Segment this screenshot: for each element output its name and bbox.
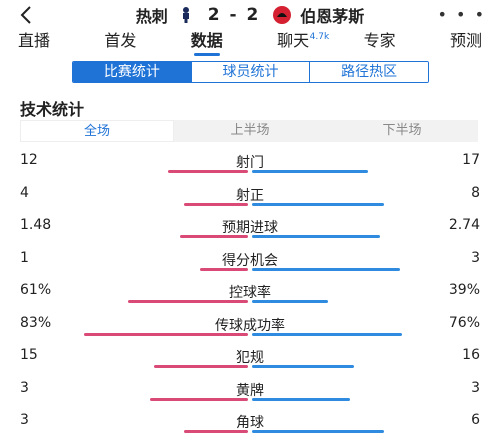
- away-stat-value: 39%: [448, 282, 480, 298]
- away-stat-bar: [252, 365, 354, 368]
- home-stat-bar: [184, 430, 248, 433]
- score: 2 - 2: [208, 5, 261, 25]
- nav-tab-label: 专家: [363, 31, 396, 50]
- home-stat-bar: [168, 170, 248, 173]
- away-stat-value: 16: [462, 347, 480, 363]
- segment-tab[interactable]: 比赛统计: [73, 62, 192, 82]
- nav-tab-label: 数据: [190, 31, 223, 50]
- nav-tab[interactable]: 预测: [450, 30, 482, 56]
- away-stat-bar: [252, 300, 328, 303]
- home-stat-value: 12: [20, 152, 38, 168]
- nav-tab-label: 聊天: [277, 31, 310, 50]
- top-nav: 直播 首发 数据 聊天 4.7k 专家 预测: [0, 30, 500, 56]
- section-title: 技术统计: [20, 100, 85, 119]
- nav-tab[interactable]: 聊天 4.7k: [277, 30, 329, 56]
- home-stat-value: 1: [20, 249, 29, 266]
- stat-row: 3 黄牌 3: [0, 380, 500, 408]
- home-stat-bar: [150, 397, 248, 401]
- home-stat-bar: [184, 202, 248, 206]
- home-stat-value: 61%: [20, 282, 52, 298]
- home-score: 2: [207, 5, 222, 25]
- stat-label: 黄牌: [236, 382, 264, 399]
- away-stat-bar: [252, 170, 368, 173]
- nav-tab-label: 首发: [104, 31, 137, 50]
- home-stat-bar: [128, 300, 248, 303]
- home-team-crest-icon: [182, 7, 189, 23]
- home-stat-value: 1.48: [20, 217, 52, 233]
- period-tab[interactable]: 全场: [20, 120, 174, 142]
- home-stat-value: 83%: [20, 314, 52, 331]
- stat-label: 控球率: [229, 285, 271, 301]
- chevron-left-icon[interactable]: [16, 4, 38, 26]
- stat-row: 4 射正 8: [0, 185, 500, 213]
- away-stat-value: 6: [471, 412, 480, 428]
- away-stat-value: 8: [471, 184, 480, 201]
- away-stat-bar: [252, 235, 380, 238]
- stat-row: 3 角球 6: [0, 412, 500, 440]
- more-dots-icon[interactable]: • • •: [437, 5, 486, 24]
- nav-tab-label: 预测: [449, 31, 482, 50]
- period-tabs: 全场 上半场 下半场: [20, 120, 478, 142]
- away-stat-value: 2.74: [448, 217, 480, 233]
- chat-count-badge: 4.7k: [309, 32, 330, 42]
- home-stat-bar: [84, 332, 248, 336]
- stat-label: 射正: [236, 187, 264, 204]
- stat-row: 61% 控球率 39%: [0, 282, 500, 310]
- stat-label: 预期进球: [222, 220, 278, 236]
- segment-tab[interactable]: 路径热区: [310, 62, 428, 82]
- away-stat-bar: [252, 430, 384, 433]
- match-title: 热刺 2 - 2 伯恩茅斯: [0, 0, 500, 30]
- home-team-name: 热刺: [135, 7, 168, 26]
- away-team-name: 伯恩茅斯: [300, 7, 365, 26]
- stat-label: 射门: [236, 155, 264, 171]
- home-stat-value: 3: [20, 412, 29, 428]
- stat-row: 1.48 预期进球 2.74: [0, 217, 500, 245]
- stat-label: 传球成功率: [215, 317, 285, 334]
- nav-tab[interactable]: 专家: [364, 30, 396, 56]
- stat-label: 得分机会: [222, 252, 278, 269]
- away-score: 2: [246, 5, 261, 25]
- home-stat-value: 15: [20, 347, 38, 363]
- stat-row: 15 犯规 16: [0, 347, 500, 375]
- away-stat-bar: [252, 397, 350, 401]
- stat-row: 1 得分机会 3: [0, 250, 500, 278]
- home-stat-bar: [180, 235, 248, 238]
- away-stat-value: 3: [471, 379, 480, 396]
- away-stat-bar: [252, 202, 384, 206]
- away-stat-value: 76%: [448, 314, 480, 331]
- home-stat-bar: [154, 365, 248, 368]
- stat-row: 12 射门 17: [0, 152, 500, 180]
- stats-segment-control: 比赛统计 球员统计 路径热区: [72, 61, 429, 83]
- home-stat-bar: [200, 267, 248, 271]
- home-stat-value: 3: [20, 379, 29, 396]
- away-stat-value: 17: [462, 152, 480, 168]
- away-team-crest-icon: [273, 6, 292, 24]
- nav-tab-label: 直播: [18, 31, 51, 50]
- away-stat-bar: [252, 267, 400, 271]
- stat-label: 角球: [236, 415, 264, 431]
- nav-tab[interactable]: 直播: [18, 30, 50, 56]
- away-stat-value: 3: [471, 249, 480, 266]
- nav-tab[interactable]: 数据: [191, 30, 223, 56]
- home-stat-value: 4: [20, 184, 29, 201]
- nav-tab[interactable]: 首发: [104, 30, 136, 56]
- match-header: 热刺 2 - 2 伯恩茅斯 • • •: [0, 0, 500, 30]
- away-stat-bar: [252, 332, 402, 336]
- score-separator: -: [229, 5, 239, 25]
- period-tab[interactable]: 上半场: [230, 123, 270, 138]
- period-tab[interactable]: 下半场: [382, 123, 422, 138]
- segment-tab[interactable]: 球员统计: [191, 62, 311, 82]
- stat-row: 83% 传球成功率 76%: [0, 315, 500, 343]
- stat-label: 犯规: [236, 350, 264, 366]
